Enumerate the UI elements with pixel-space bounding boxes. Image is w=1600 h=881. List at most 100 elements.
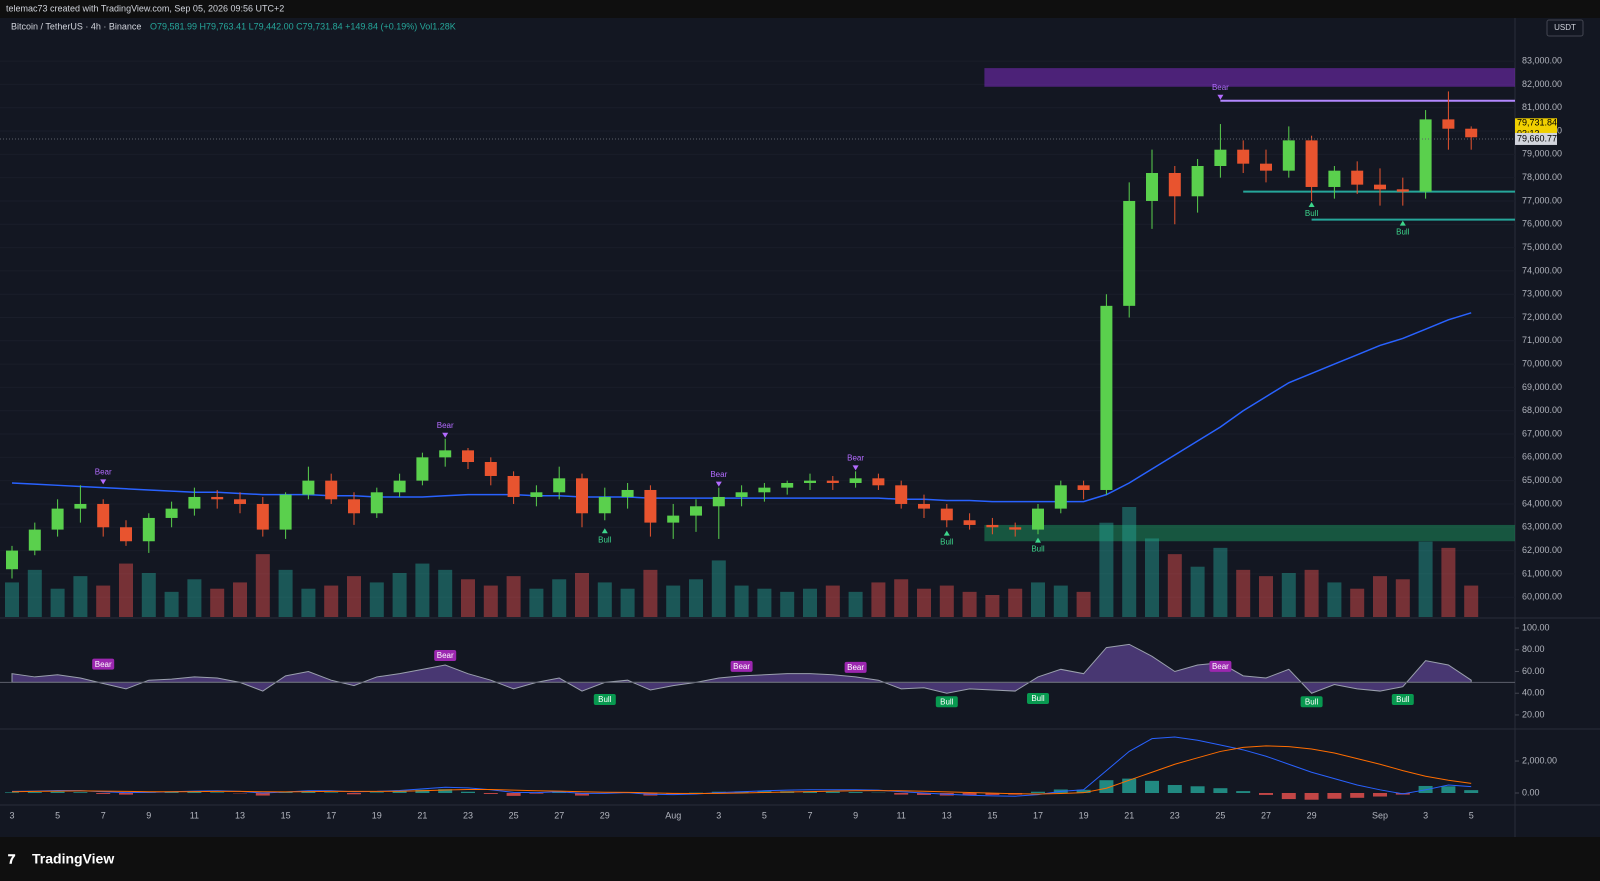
macd-hist xyxy=(529,793,544,794)
macd-hist xyxy=(1327,793,1342,799)
candle-body xyxy=(690,506,702,516)
rsi-signal-box xyxy=(593,694,616,706)
volume-bar xyxy=(643,569,658,617)
volume-bar xyxy=(1053,585,1068,617)
marker-price-box xyxy=(1515,132,1557,145)
x-tick-label: 21 xyxy=(1124,810,1134,820)
candle-body xyxy=(940,508,953,521)
candle-body xyxy=(530,492,543,497)
volume-bar xyxy=(1076,591,1091,617)
candle-body xyxy=(895,485,908,504)
y-tick-label: 70,000.00 xyxy=(1522,358,1562,368)
candle-body xyxy=(621,489,634,497)
candle-body xyxy=(918,503,930,509)
signal-marker xyxy=(1035,537,1041,543)
candle-body xyxy=(1237,149,1250,164)
volume-bar xyxy=(985,595,1000,617)
signal-label: Bear xyxy=(1212,83,1229,92)
volume-bar xyxy=(1350,588,1365,617)
macd-line xyxy=(11,736,1472,797)
last-price: 79,731.84 xyxy=(1517,118,1557,128)
rsi-signal-label: Bull xyxy=(1305,697,1319,706)
volume-bar xyxy=(1373,576,1387,617)
signal-label: Bear xyxy=(437,421,454,430)
currency: USDT xyxy=(1554,23,1576,32)
volume-bar xyxy=(301,588,316,617)
volume-bar xyxy=(164,591,179,617)
y-tick-label: 79,000.00 xyxy=(1522,149,1562,159)
volume-bar xyxy=(27,569,42,617)
candle-body xyxy=(393,480,406,493)
candle-body xyxy=(120,527,132,542)
candle-body xyxy=(644,489,657,523)
volume-bar xyxy=(734,585,749,617)
candle-body xyxy=(667,515,680,523)
volume-bar xyxy=(780,591,795,617)
x-tick-label: 13 xyxy=(942,810,952,820)
volume-bar xyxy=(871,582,886,617)
candle-body xyxy=(826,480,839,483)
macd-hist xyxy=(415,789,430,794)
y-tick-label: 65,000.00 xyxy=(1522,475,1562,485)
rsi-signal-box xyxy=(730,660,753,672)
macd-hist xyxy=(369,792,384,794)
macd-tick-label: 2,000.00 xyxy=(1522,755,1557,765)
x-tick-label: 11 xyxy=(190,810,199,820)
candle-body xyxy=(416,457,429,481)
x-tick-label: 5 xyxy=(55,810,60,820)
macd-hist xyxy=(27,792,42,794)
volume-bar xyxy=(1259,576,1273,617)
rsi-signal-label: Bear xyxy=(1212,662,1229,671)
signal-line xyxy=(11,745,1472,795)
y-tick-label: 67,000.00 xyxy=(1522,428,1562,438)
macd-hist xyxy=(825,791,840,794)
macd-hist xyxy=(255,793,270,796)
candle-body xyxy=(28,529,41,551)
signal-marker xyxy=(715,481,722,487)
macd-hist xyxy=(1190,786,1205,794)
macd-hist xyxy=(1236,791,1251,794)
candle-body xyxy=(211,496,224,500)
macd-hist xyxy=(187,791,202,794)
volume-bar xyxy=(1031,582,1045,617)
signal-label: Bear xyxy=(95,467,112,476)
candle-body xyxy=(462,450,474,463)
candle-body xyxy=(781,482,794,488)
macd-hist xyxy=(848,792,863,794)
volume-bar xyxy=(1122,507,1137,617)
y-tick-label: 71,000.00 xyxy=(1522,335,1562,345)
candle-body xyxy=(1214,149,1227,167)
volume-bar xyxy=(575,573,589,617)
volume-bar xyxy=(1145,538,1159,617)
y-tick-label: 77,000.00 xyxy=(1522,195,1562,205)
volume-bar xyxy=(803,588,817,617)
rsi-signal-box xyxy=(935,696,958,708)
candle-body xyxy=(97,503,110,528)
volume-bar xyxy=(1464,585,1479,617)
rsi-signal-label: Bear xyxy=(437,651,454,660)
candle-body xyxy=(1442,119,1455,129)
macd-hist xyxy=(5,792,19,794)
currency-box[interactable] xyxy=(1546,19,1584,37)
candle-body xyxy=(74,503,87,509)
candle-body xyxy=(1374,184,1386,190)
y-tick-label: 62,000.00 xyxy=(1522,545,1562,555)
signal-marker xyxy=(601,528,608,534)
candle-body xyxy=(1305,140,1318,187)
marker-price: 79,660.77 xyxy=(1517,133,1557,143)
signal-marker xyxy=(100,479,107,485)
volume-bar xyxy=(666,585,681,617)
x-tick-label: 23 xyxy=(463,810,473,820)
volume-bar xyxy=(347,576,361,617)
candle-body xyxy=(302,480,315,495)
signal-label: Bear xyxy=(847,453,864,462)
volume-bar xyxy=(1327,582,1342,617)
volume-bar xyxy=(894,579,909,617)
candle-body xyxy=(256,503,269,530)
rsi-area xyxy=(11,643,1472,694)
x-tick-label: 19 xyxy=(1079,810,1089,820)
volume-bar xyxy=(506,576,521,617)
rsi-tick-label: 100.00 xyxy=(1522,622,1550,632)
macd-hist xyxy=(483,793,498,794)
candle-body xyxy=(51,508,64,530)
